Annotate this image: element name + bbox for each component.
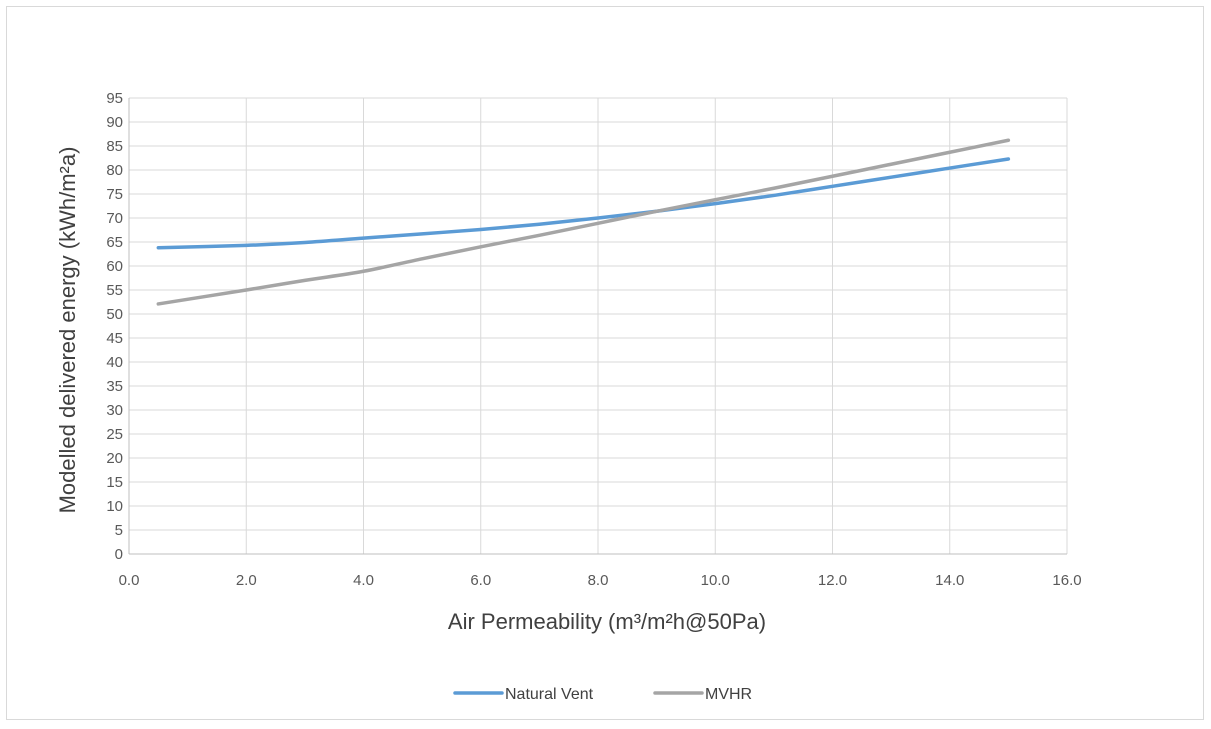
y-tick-label: 55 (106, 282, 123, 299)
x-tick-label: 6.0 (470, 572, 491, 589)
x-tick-label: 12.0 (818, 572, 847, 589)
y-tick-label: 60 (106, 258, 123, 275)
y-tick-label: 30 (106, 402, 123, 419)
x-tick-label: 0.0 (119, 572, 140, 589)
x-tick-label: 16.0 (1052, 572, 1081, 589)
tick-labels: 0 5 10 15 20 25 30 35 40 45 50 55 60 65 70 75 80 85 90 95 0.… (106, 90, 1081, 589)
y-tick-label: 90 (106, 114, 123, 131)
y-tick-label: 95 (106, 90, 123, 107)
chart-area (6, 6, 1204, 720)
y-tick-label: 80 (106, 162, 123, 179)
y-tick-label: 65 (106, 234, 123, 251)
legend-label: MVHR (705, 686, 752, 703)
x-tick-label: 2.0 (236, 572, 257, 589)
legend: Natural Vent MVHR (453, 686, 752, 703)
gridlines (128, 97, 1068, 555)
x-tick-label: 14.0 (935, 572, 964, 589)
legend-item-mvhr: MVHR (653, 686, 752, 703)
y-tick-label: 50 (106, 306, 123, 323)
y-tick-label: 10 (106, 498, 123, 515)
series-line-mvhr (156, 138, 1011, 306)
legend-item-natural-vent: Natural Vent (453, 686, 594, 703)
y-tick-label: 15 (106, 474, 123, 491)
x-tick-label: 10.0 (701, 572, 730, 589)
x-tick-label: 8.0 (588, 572, 609, 589)
series-lines (156, 138, 1011, 306)
y-tick-label: 75 (106, 186, 123, 203)
y-tick-label: 5 (115, 522, 123, 539)
y-tick-label: 0 (115, 546, 123, 563)
y-axis-title: Modelled delivered energy (kWh/m²a) (55, 147, 80, 514)
x-axis-title: Air Permeability (m³/m²h@50Pa) (448, 609, 766, 634)
series-line-natural-vent (156, 157, 1011, 250)
y-tick-label: 70 (106, 210, 123, 227)
y-tick-label: 35 (106, 378, 123, 395)
x-tick-label: 4.0 (353, 572, 374, 589)
legend-label: Natural Vent (505, 686, 594, 703)
axes (128, 98, 1067, 555)
y-tick-label: 20 (106, 450, 123, 467)
y-tick-label: 45 (106, 330, 123, 347)
y-tick-label: 85 (106, 138, 123, 155)
y-tick-label: 40 (106, 354, 123, 371)
y-tick-label: 25 (106, 426, 123, 443)
